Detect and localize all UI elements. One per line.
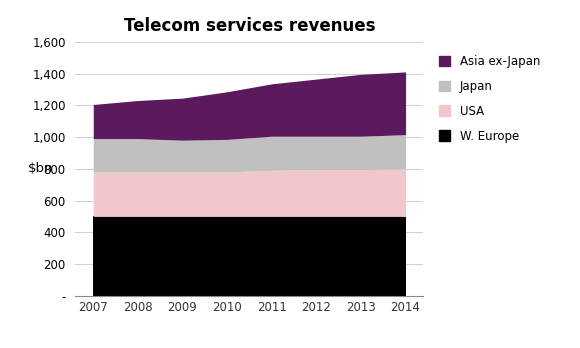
Legend: Asia ex-Japan, Japan, USA, W. Europe: Asia ex-Japan, Japan, USA, W. Europe: [436, 53, 543, 145]
Title: Telecom services revenues: Telecom services revenues: [124, 17, 375, 35]
Y-axis label: $bn: $bn: [28, 162, 53, 175]
